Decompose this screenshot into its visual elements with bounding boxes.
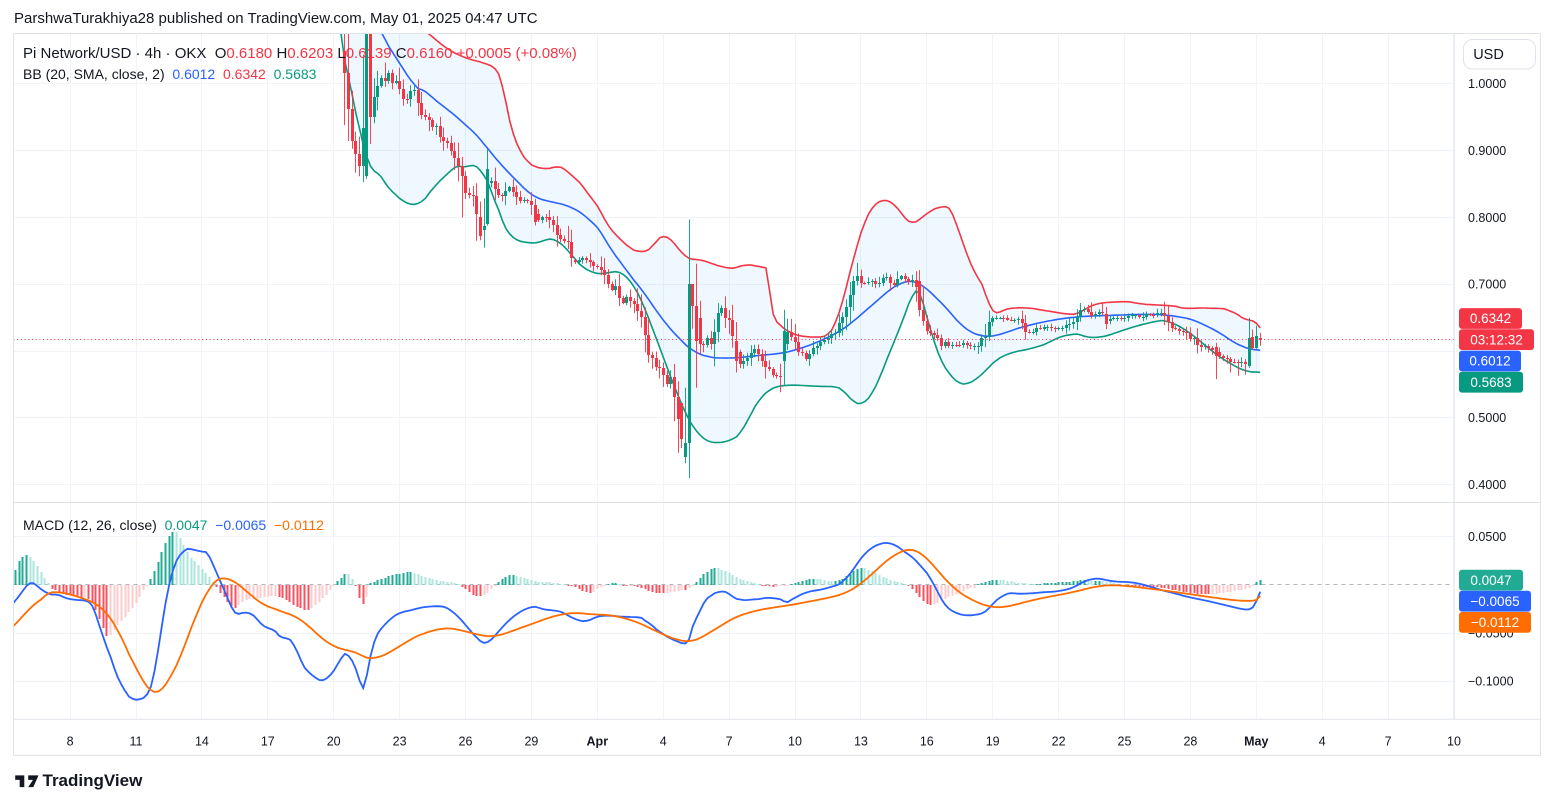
svg-text:25: 25	[1118, 735, 1132, 749]
svg-text:03:12:32: 03:12:32	[1470, 332, 1523, 347]
svg-text:10: 10	[1447, 735, 1461, 749]
svg-text:8: 8	[67, 735, 74, 749]
svg-text:Apr: Apr	[587, 735, 609, 749]
svg-text:0.0500: 0.0500	[1468, 530, 1506, 544]
svg-text:23: 23	[393, 735, 407, 749]
svg-text:0.5000: 0.5000	[1468, 411, 1506, 425]
svg-text:0.0047: 0.0047	[1470, 573, 1511, 588]
svg-text:0.6342: 0.6342	[1470, 311, 1511, 326]
svg-text:0.8000: 0.8000	[1468, 211, 1506, 225]
svg-text:16: 16	[920, 735, 934, 749]
svg-text:May: May	[1244, 735, 1268, 749]
svg-text:14: 14	[195, 735, 209, 749]
svg-text:−0.0112: −0.0112	[1471, 615, 1519, 630]
svg-text:0.9000: 0.9000	[1468, 144, 1506, 158]
svg-text:7: 7	[1385, 735, 1392, 749]
svg-text:10: 10	[788, 735, 802, 749]
svg-text:4: 4	[1319, 735, 1326, 749]
svg-text:−0.0065: −0.0065	[1470, 594, 1519, 609]
svg-text:22: 22	[1052, 735, 1066, 749]
svg-text:20: 20	[327, 735, 341, 749]
svg-text:11: 11	[130, 735, 143, 749]
svg-text:0.7000: 0.7000	[1468, 278, 1506, 292]
svg-text:TradingView: TradingView	[43, 771, 144, 790]
svg-text:0.4000: 0.4000	[1468, 478, 1506, 492]
svg-text:−0.1000: −0.1000	[1468, 675, 1514, 689]
svg-text:29: 29	[524, 735, 538, 749]
svg-text:0.6012: 0.6012	[1469, 354, 1510, 369]
svg-text:19: 19	[986, 735, 1000, 749]
svg-text:28: 28	[1183, 735, 1197, 749]
svg-text:17: 17	[261, 735, 275, 749]
svg-text:0.5683: 0.5683	[1470, 375, 1511, 390]
svg-text:4: 4	[660, 735, 667, 749]
svg-text:26: 26	[459, 735, 473, 749]
svg-text:USD: USD	[1473, 47, 1504, 63]
svg-text:7: 7	[726, 735, 733, 749]
svg-text:1.0000: 1.0000	[1468, 77, 1506, 91]
svg-text:13: 13	[854, 735, 868, 749]
